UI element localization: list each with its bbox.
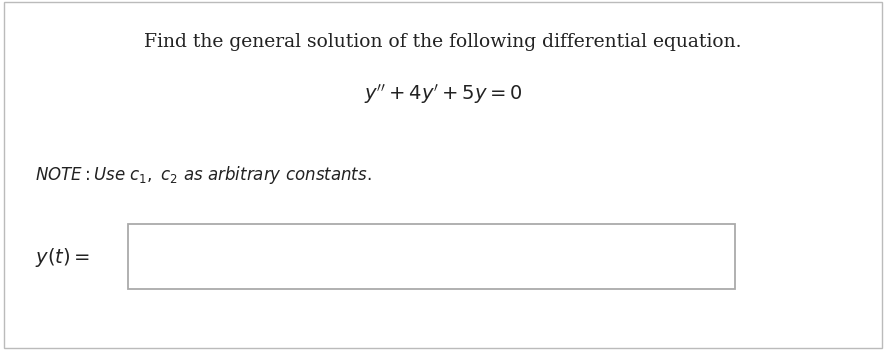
Text: $y'' + 4y' + 5y = 0$: $y'' + 4y' + 5y = 0$ [363, 83, 523, 106]
FancyBboxPatch shape [128, 224, 735, 289]
FancyBboxPatch shape [4, 2, 882, 348]
Text: $\mathit{NOTE: Use\ c_1,\ c_2\ as\ arbitrary\ constants.}$: $\mathit{NOTE: Use\ c_1,\ c_2\ as\ arbit… [35, 164, 372, 186]
Text: $y(t) =$: $y(t) =$ [35, 246, 90, 269]
Text: Find the general solution of the following differential equation.: Find the general solution of the followi… [144, 33, 742, 51]
